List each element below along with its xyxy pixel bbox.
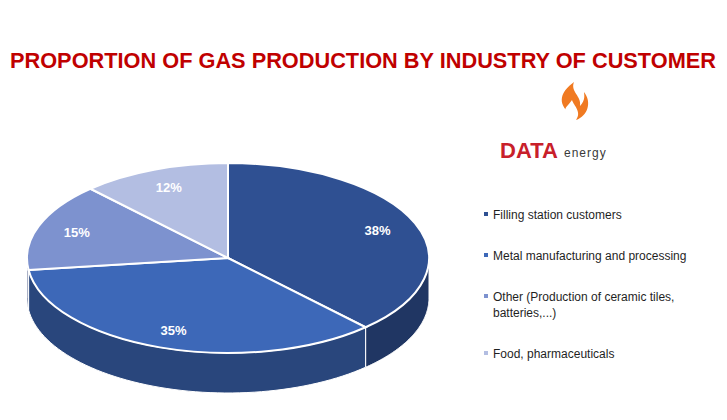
pie-top xyxy=(27,163,429,353)
legend-swatch xyxy=(484,253,488,257)
logo: DATA energy xyxy=(500,82,607,163)
logo-flame xyxy=(562,82,588,120)
legend-label: Metal manufacturing and processing xyxy=(493,249,686,263)
pie-slice xyxy=(29,258,366,353)
logo-subtext: energy xyxy=(564,146,607,160)
chart: PROPORTION OF GAS PRODUCTION BY INDUSTRY… xyxy=(0,0,727,420)
legend-swatch xyxy=(484,212,488,216)
legend-label: Filling station customers xyxy=(493,208,622,222)
legend-swatch xyxy=(484,294,488,298)
data-label: 35% xyxy=(161,323,187,338)
legend-swatch xyxy=(484,351,488,355)
logo-text: DATA xyxy=(500,138,558,163)
data-label: 38% xyxy=(364,223,390,238)
legend-label: Food, pharmaceuticals xyxy=(493,347,614,361)
legend-item: Food, pharmaceuticals xyxy=(484,347,614,361)
legend-item: Metal manufacturing and processing xyxy=(484,249,686,263)
pie-slice xyxy=(90,163,228,258)
data-labels: 38% 35% 15% 12% xyxy=(64,180,391,337)
data-label: 12% xyxy=(156,180,182,195)
title: PROPORTION OF GAS PRODUCTION BY INDUSTRY… xyxy=(10,48,716,73)
legend: Filling station customers Metal manufactu… xyxy=(484,208,686,361)
legend-item: Filling station customers xyxy=(484,208,622,222)
data-label: 15% xyxy=(64,225,90,240)
pie xyxy=(27,163,429,393)
legend-item: Other (Production of ceramic tiles,batte… xyxy=(484,290,674,320)
legend-label: Other (Production of ceramic tiles,batte… xyxy=(493,290,674,320)
